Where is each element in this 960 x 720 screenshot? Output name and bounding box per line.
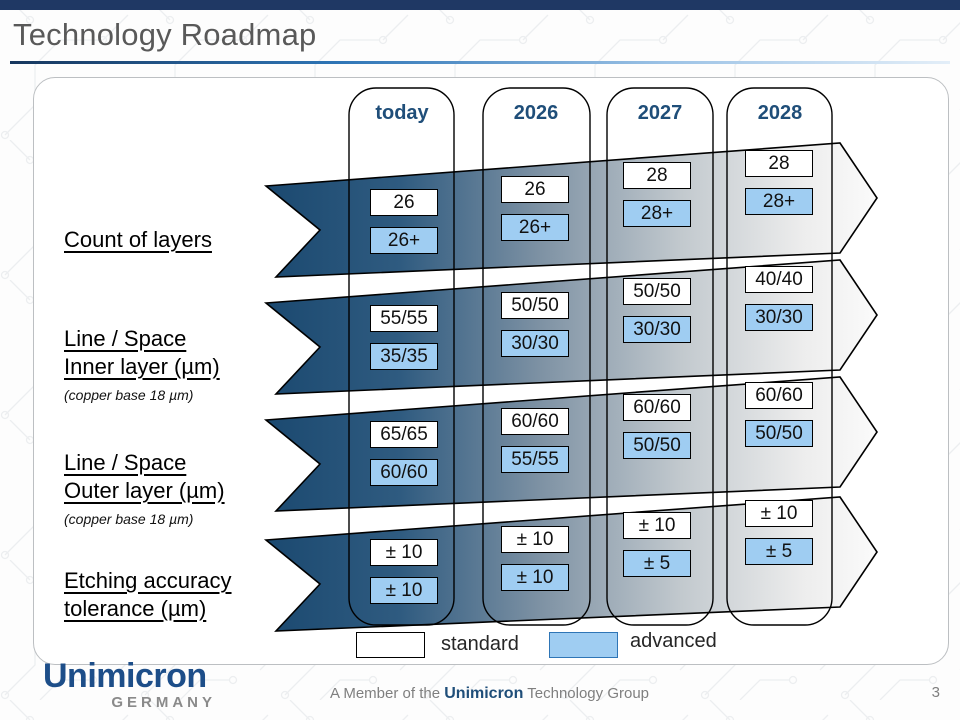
value-box-standard: ± 10 xyxy=(623,512,691,539)
value-box-advanced: 55/55 xyxy=(501,446,569,473)
row-label-inner-layer: Line / Space Inner layer (µm) (copper ba… xyxy=(64,326,220,403)
legend-advanced-swatch xyxy=(549,632,618,658)
member-brand: Unimicron xyxy=(444,685,524,702)
unimicron-logo-germany: GERMANY xyxy=(111,694,216,711)
value-box-standard: 28 xyxy=(623,162,691,189)
value-box-advanced: ± 10 xyxy=(501,564,569,591)
value-box-standard: ± 10 xyxy=(745,500,813,527)
page-title: Technology Roadmap xyxy=(13,17,317,52)
value-box-standard: 60/60 xyxy=(501,408,569,435)
value-box-standard: 28 xyxy=(745,150,813,177)
column-header-today: today xyxy=(375,102,429,124)
page-number: 3 xyxy=(931,684,940,701)
value-box-advanced: 30/30 xyxy=(501,330,569,357)
row-label-etching: Etching accuracy tolerance (µm) xyxy=(64,568,232,621)
value-box-advanced: 26+ xyxy=(370,227,438,254)
column-header-2028: 2028 xyxy=(757,102,803,124)
value-box-advanced: ± 5 xyxy=(745,538,813,565)
value-box-advanced: 28+ xyxy=(623,200,691,227)
top-accent-bar xyxy=(0,0,960,10)
legend-advanced-label: advanced xyxy=(630,630,717,652)
row-label-outer-layer: Line / Space Outer layer (µm) (copper ba… xyxy=(64,450,225,527)
value-box-standard: 40/40 xyxy=(745,266,813,293)
value-box-advanced: 26+ xyxy=(501,214,569,241)
value-box-advanced: 28+ xyxy=(745,188,813,215)
title-underline-rule xyxy=(10,61,950,64)
member-prefix: A Member of the xyxy=(330,685,441,702)
legend-standard-label: standard xyxy=(441,633,519,655)
unimicron-logo: Unimicron xyxy=(43,657,207,695)
value-box-advanced: 60/60 xyxy=(370,459,438,486)
value-box-standard: ± 10 xyxy=(501,526,569,553)
value-box-advanced: 30/30 xyxy=(745,304,813,331)
value-box-advanced: ± 5 xyxy=(623,550,691,577)
value-box-standard: ± 10 xyxy=(370,539,438,566)
value-box-advanced: ± 10 xyxy=(370,577,438,604)
row-label-count-of-layers: Count of layers xyxy=(64,227,212,252)
value-box-advanced: 30/30 xyxy=(623,316,691,343)
column-header-2027: 2027 xyxy=(637,102,683,124)
value-box-standard: 50/50 xyxy=(623,278,691,305)
value-box-standard: 60/60 xyxy=(745,382,813,409)
value-box-advanced: 35/35 xyxy=(370,343,438,370)
value-box-standard: 26 xyxy=(501,176,569,203)
footer-member-text: A Member of the Unimicron Technology Gro… xyxy=(330,685,649,703)
value-box-advanced: 50/50 xyxy=(745,420,813,447)
value-box-standard: 60/60 xyxy=(623,394,691,421)
value-box-advanced: 50/50 xyxy=(623,432,691,459)
legend-standard-swatch xyxy=(356,632,425,658)
value-box-standard: 26 xyxy=(370,189,438,216)
value-box-standard: 50/50 xyxy=(501,292,569,319)
column-header-2026: 2026 xyxy=(513,102,559,124)
value-box-standard: 65/65 xyxy=(370,421,438,448)
value-box-standard: 55/55 xyxy=(370,305,438,332)
member-suffix: Technology Group xyxy=(527,685,650,702)
